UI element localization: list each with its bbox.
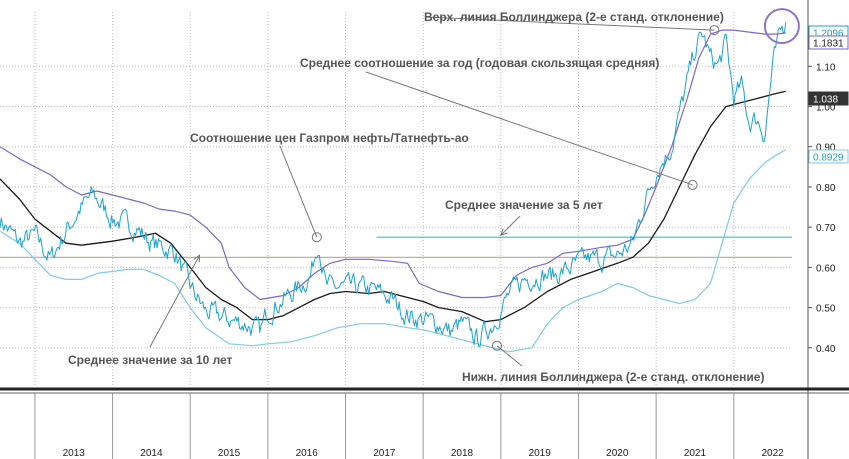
x-tick-label: 2017 [373,448,396,459]
annotation-label: Соотношение цен Газпром нефть/Татнефть-а… [190,131,469,145]
price-badge-box [808,91,849,106]
series-layer [0,22,792,353]
annotation-arrowhead [193,254,201,263]
series-line-ma_year [0,90,786,323]
x-tick-label: 2016 [296,448,319,459]
annotation-label: Нижн. линия Боллинджера (2-е станд. откл… [462,370,764,384]
annotation-leader [425,16,715,31]
annotation-arrowhead [500,228,508,237]
annotation-label: Среднее соотношение за год (годовая скол… [300,56,659,70]
annotation-leader [496,345,523,367]
annotation-leader [500,215,521,236]
price-badge: 1.038 [808,91,849,106]
annotation-leader [279,145,318,238]
annotation-layer: Верх. линия Боллинджера (2-е станд. откл… [68,8,800,384]
annotation-leader [365,71,693,186]
price-badge: 1.1831 [808,35,849,50]
price-badge-label: 0.8929 [813,153,844,164]
price-badge-box [808,149,849,164]
price-badge-label: 1.1831 [813,39,844,50]
series-line-bb_upper [0,29,786,301]
series-line-bb_lower [0,149,787,353]
x-tick-label: 2019 [529,448,552,459]
annotation-marker [311,232,322,243]
x-tick-label: 2021 [684,448,707,459]
x-tick-label: 2018 [451,448,474,459]
price-badge-label: 1.2096 [813,29,844,40]
annotation-label: Среднее значение за 5 лет [445,198,603,212]
annotation-marker [687,179,698,190]
x-tick-label: 2014 [140,448,163,459]
annotation-marker [491,340,502,351]
x-tick-label: 2022 [761,448,784,459]
annotation-leader [149,255,200,348]
price-badge-label: 1.038 [813,95,838,106]
y-tick-label: 0.80 [816,183,836,194]
series-line-ratio [0,22,787,348]
price-badge: 0.8929 [808,149,849,164]
y-tick-label: 0.60 [816,263,836,274]
y-tick-label: 1.00 [816,103,836,114]
annotation-marker [709,25,720,36]
y-tick-label: 1.10 [816,62,836,73]
y-tick-label: 0.70 [816,223,836,234]
annotation-label: Среднее значение за 10 лет [68,353,233,367]
highlight-circle [763,8,800,45]
gridlines [0,12,792,386]
price-badge-box [808,35,849,50]
y-tick-label: 0.90 [816,143,836,154]
x-tick-label: 2020 [606,448,629,459]
x-tick-label: 2013 [63,448,86,459]
annotation-label: Верх. линия Боллинджера (2-е станд. откл… [424,10,724,24]
y-tick-label: 0.50 [816,304,836,315]
y-tick-label: 0.40 [816,344,836,355]
x-tick-label: 2015 [218,448,241,459]
